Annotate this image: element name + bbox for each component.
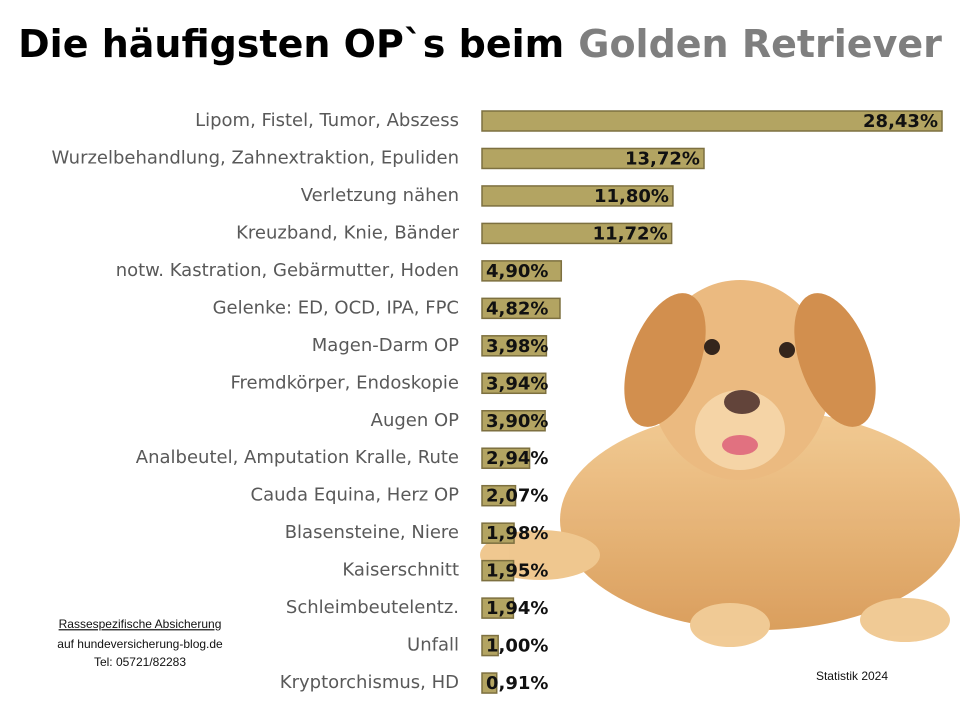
chart-title: Die häufigsten OP`s beim Golden Retriever — [18, 22, 942, 66]
bar — [481, 522, 515, 544]
category-label: Kreuzband, Knie, Bänder — [236, 222, 459, 243]
category-label: Fremdkörper, Endoskopie — [230, 372, 459, 393]
footnote: Rassespezifische Absicherung auf hundeve… — [57, 617, 223, 669]
value-label: 1,95% — [486, 561, 548, 582]
bar — [481, 185, 674, 207]
bar — [481, 335, 548, 357]
value-label: 4,82% — [486, 298, 548, 319]
category-label: Augen OP — [371, 410, 460, 431]
category-label: Unfall — [407, 635, 459, 656]
category-label: Magen-Darm OP — [312, 335, 459, 356]
category-label: Cauda Equina, Herz OP — [251, 485, 460, 506]
value-label: 1,00% — [486, 636, 548, 657]
bar — [481, 372, 547, 395]
bar — [481, 222, 673, 245]
category-label: Schleimbeutelentz. — [286, 597, 459, 618]
value-label: 3,94% — [486, 373, 548, 394]
footnote-line: Tel: 05721/82283 — [94, 655, 186, 669]
bar — [481, 410, 546, 432]
bar — [481, 297, 561, 320]
category-label: Kryptorchismus, HD — [280, 672, 459, 693]
category-label: Lipom, Fistel, Tumor, Abszess — [195, 110, 459, 131]
value-label: 0,91% — [486, 673, 548, 694]
category-label: Analbeutel, Amputation Kralle, Rute — [136, 447, 459, 468]
category-label: Kaiserschnitt — [342, 560, 459, 581]
bar — [481, 484, 517, 507]
category-label: Gelenke: ED, OCD, IPA, FPC — [213, 297, 459, 318]
bar — [481, 447, 531, 469]
bar — [481, 260, 563, 282]
bar — [481, 597, 515, 619]
value-label: 2,07% — [486, 486, 548, 507]
category-label: notw. Kastration, Gebärmutter, Hoden — [116, 260, 459, 281]
footnote-line: auf hundeversicherung-blog.de — [57, 637, 223, 651]
title-highlight: Golden Retriever — [578, 22, 942, 66]
bar — [481, 634, 499, 657]
value-label: 2,94% — [486, 448, 548, 469]
bar — [481, 672, 498, 694]
value-label: 1,98% — [486, 523, 548, 544]
value-label: 11,80% — [594, 186, 669, 207]
value-label: 1,94% — [486, 598, 548, 619]
category-label: Blasensteine, Niere — [285, 522, 459, 543]
value-label: 13,72% — [625, 148, 700, 169]
bar — [481, 110, 943, 132]
value-label: 3,90% — [486, 411, 548, 432]
value-label: 28,43% — [863, 111, 938, 132]
category-label: Wurzelbehandlung, Zahnextraktion, Epulid… — [52, 147, 460, 168]
value-label: 4,90% — [486, 261, 548, 282]
value-label: 11,72% — [593, 223, 668, 244]
title: Die häufigsten OP`s beim — [18, 22, 564, 66]
bar — [481, 559, 515, 582]
category-label: Verletzung nähen — [301, 185, 459, 206]
footnote-line: Rassespezifische Absicherung — [59, 617, 222, 631]
source: Statistik 2024 — [816, 669, 888, 683]
value-label: 3,98% — [486, 336, 548, 357]
dog-illustration — [480, 280, 960, 647]
bar — [481, 147, 705, 170]
